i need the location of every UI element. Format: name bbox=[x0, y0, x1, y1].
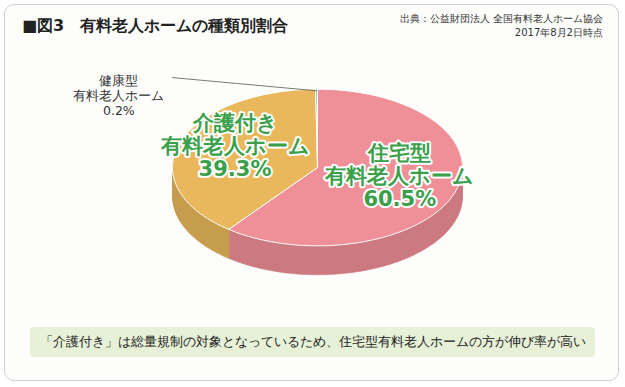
html-text:「介護付き」は総量規制の対象となっているため、住宅型有料老人: 「介護付き」は総量規制の対象となっているため、住宅型有料老人ホームの方が伸び率が… bbox=[39, 333, 586, 349]
html-text:2017年8月2日時点: 2017年8月2日時点 bbox=[514, 27, 603, 38]
html-text:■図3 有料老人ホームの種類別割合: ■図3 有料老人ホームの種類別割合 bbox=[22, 16, 289, 35]
svg-text:健康型有料老人ホーム0.2%: 健康型有料老人ホーム0.2% bbox=[73, 73, 164, 118]
svg-text:介護付き有料老人ホーム39.3%: 介護付き有料老人ホーム39.3% bbox=[160, 111, 310, 181]
svg-text:住宅型有料老人ホーム60.5%: 住宅型有料老人ホーム60.5% bbox=[324, 141, 474, 211]
html-text:出典：公益財団法人 全国有料老人ホーム協会: 出典：公益財団法人 全国有料老人ホーム協会 bbox=[399, 13, 603, 24]
